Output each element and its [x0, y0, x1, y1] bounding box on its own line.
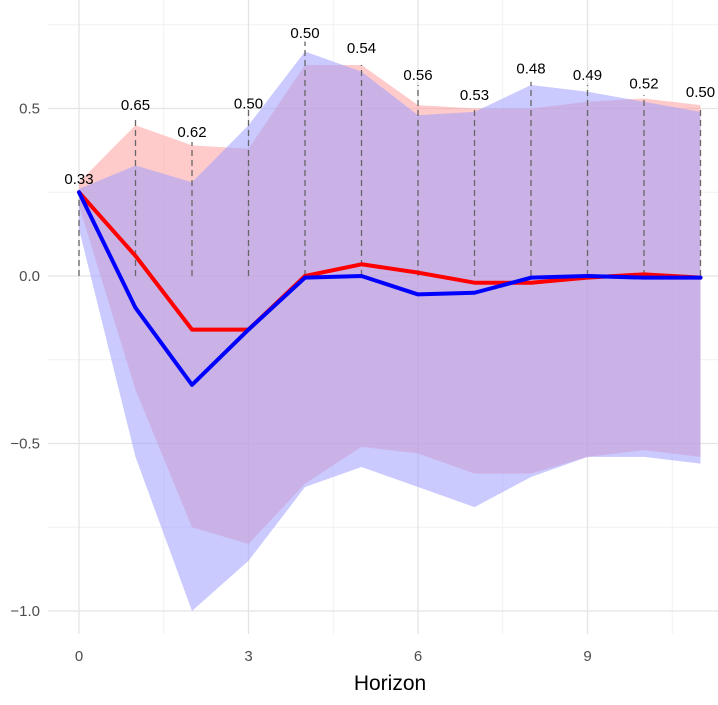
y-tick-label: −1.0	[10, 603, 40, 620]
x-tick-label: 3	[244, 648, 252, 665]
series-line-2	[77, 190, 703, 387]
annotation-guides	[78, 41, 702, 276]
x-axis-title: Horizon	[354, 672, 426, 695]
annotation-label: 0.33	[64, 171, 93, 188]
y-tick-label: 0.0	[19, 268, 40, 285]
annotation-label: 0.50	[234, 96, 263, 113]
annotation-labels: 0.33 0.65 0.62 0.50 0.50 0.54 0.56 0.53 0.48 0.49…	[64, 25, 715, 188]
annotation-label: 0.50	[290, 25, 319, 42]
y-tick-label: 0.5	[19, 101, 40, 118]
annotation-label: 0.50	[686, 84, 715, 101]
x-tick-labels: 0 3 6 9	[75, 648, 592, 665]
x-tick-label: 6	[414, 648, 422, 665]
annotation-label: 0.56	[403, 67, 432, 84]
series-lines	[77, 190, 703, 387]
confidence-band-2	[79, 51, 701, 612]
y-tick-labels: −1.0 −0.5 0.0 0.5	[10, 101, 40, 621]
annotation-label: 0.49	[573, 67, 602, 84]
y-tick-label: −0.5	[10, 436, 40, 453]
confidence-bands	[79, 51, 701, 612]
x-tick-label: 0	[75, 648, 83, 665]
annotation-label: 0.62	[177, 124, 206, 141]
annotation-label: 0.54	[347, 40, 376, 57]
x-tick-label: 9	[583, 648, 591, 665]
annotation-label: 0.53	[460, 87, 489, 104]
annotation-label: 0.65	[121, 97, 150, 114]
annotation-label: 0.48	[516, 60, 545, 77]
annotation-label: 0.52	[629, 75, 658, 92]
